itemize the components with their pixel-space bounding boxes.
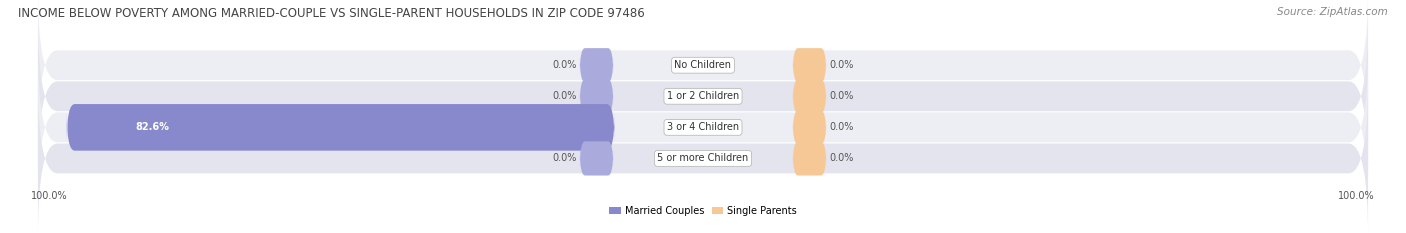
FancyBboxPatch shape xyxy=(38,80,1368,233)
Text: 0.0%: 0.0% xyxy=(830,154,853,163)
Text: 1 or 2 Children: 1 or 2 Children xyxy=(666,91,740,101)
Text: 0.0%: 0.0% xyxy=(553,154,576,163)
Text: 0.0%: 0.0% xyxy=(553,91,576,101)
FancyBboxPatch shape xyxy=(579,141,613,175)
Text: 0.0%: 0.0% xyxy=(830,122,853,132)
FancyBboxPatch shape xyxy=(66,104,614,151)
FancyBboxPatch shape xyxy=(793,110,827,144)
FancyBboxPatch shape xyxy=(579,79,613,113)
Text: 100.0%: 100.0% xyxy=(31,191,67,201)
Text: INCOME BELOW POVERTY AMONG MARRIED-COUPLE VS SINGLE-PARENT HOUSEHOLDS IN ZIP COD: INCOME BELOW POVERTY AMONG MARRIED-COUPL… xyxy=(18,7,645,20)
FancyBboxPatch shape xyxy=(38,18,1368,175)
Text: 82.6%: 82.6% xyxy=(135,122,169,132)
Text: 0.0%: 0.0% xyxy=(830,91,853,101)
Text: 3 or 4 Children: 3 or 4 Children xyxy=(666,122,740,132)
FancyBboxPatch shape xyxy=(579,48,613,82)
Text: No Children: No Children xyxy=(675,60,731,70)
Text: 0.0%: 0.0% xyxy=(830,60,853,70)
FancyBboxPatch shape xyxy=(793,48,827,82)
FancyBboxPatch shape xyxy=(38,49,1368,206)
Text: Source: ZipAtlas.com: Source: ZipAtlas.com xyxy=(1277,7,1388,17)
Legend: Married Couples, Single Parents: Married Couples, Single Parents xyxy=(609,206,797,216)
FancyBboxPatch shape xyxy=(793,79,827,113)
FancyBboxPatch shape xyxy=(793,141,827,175)
FancyBboxPatch shape xyxy=(38,0,1368,144)
Text: 0.0%: 0.0% xyxy=(553,60,576,70)
Text: 100.0%: 100.0% xyxy=(1339,191,1375,201)
Text: 5 or more Children: 5 or more Children xyxy=(658,154,748,163)
